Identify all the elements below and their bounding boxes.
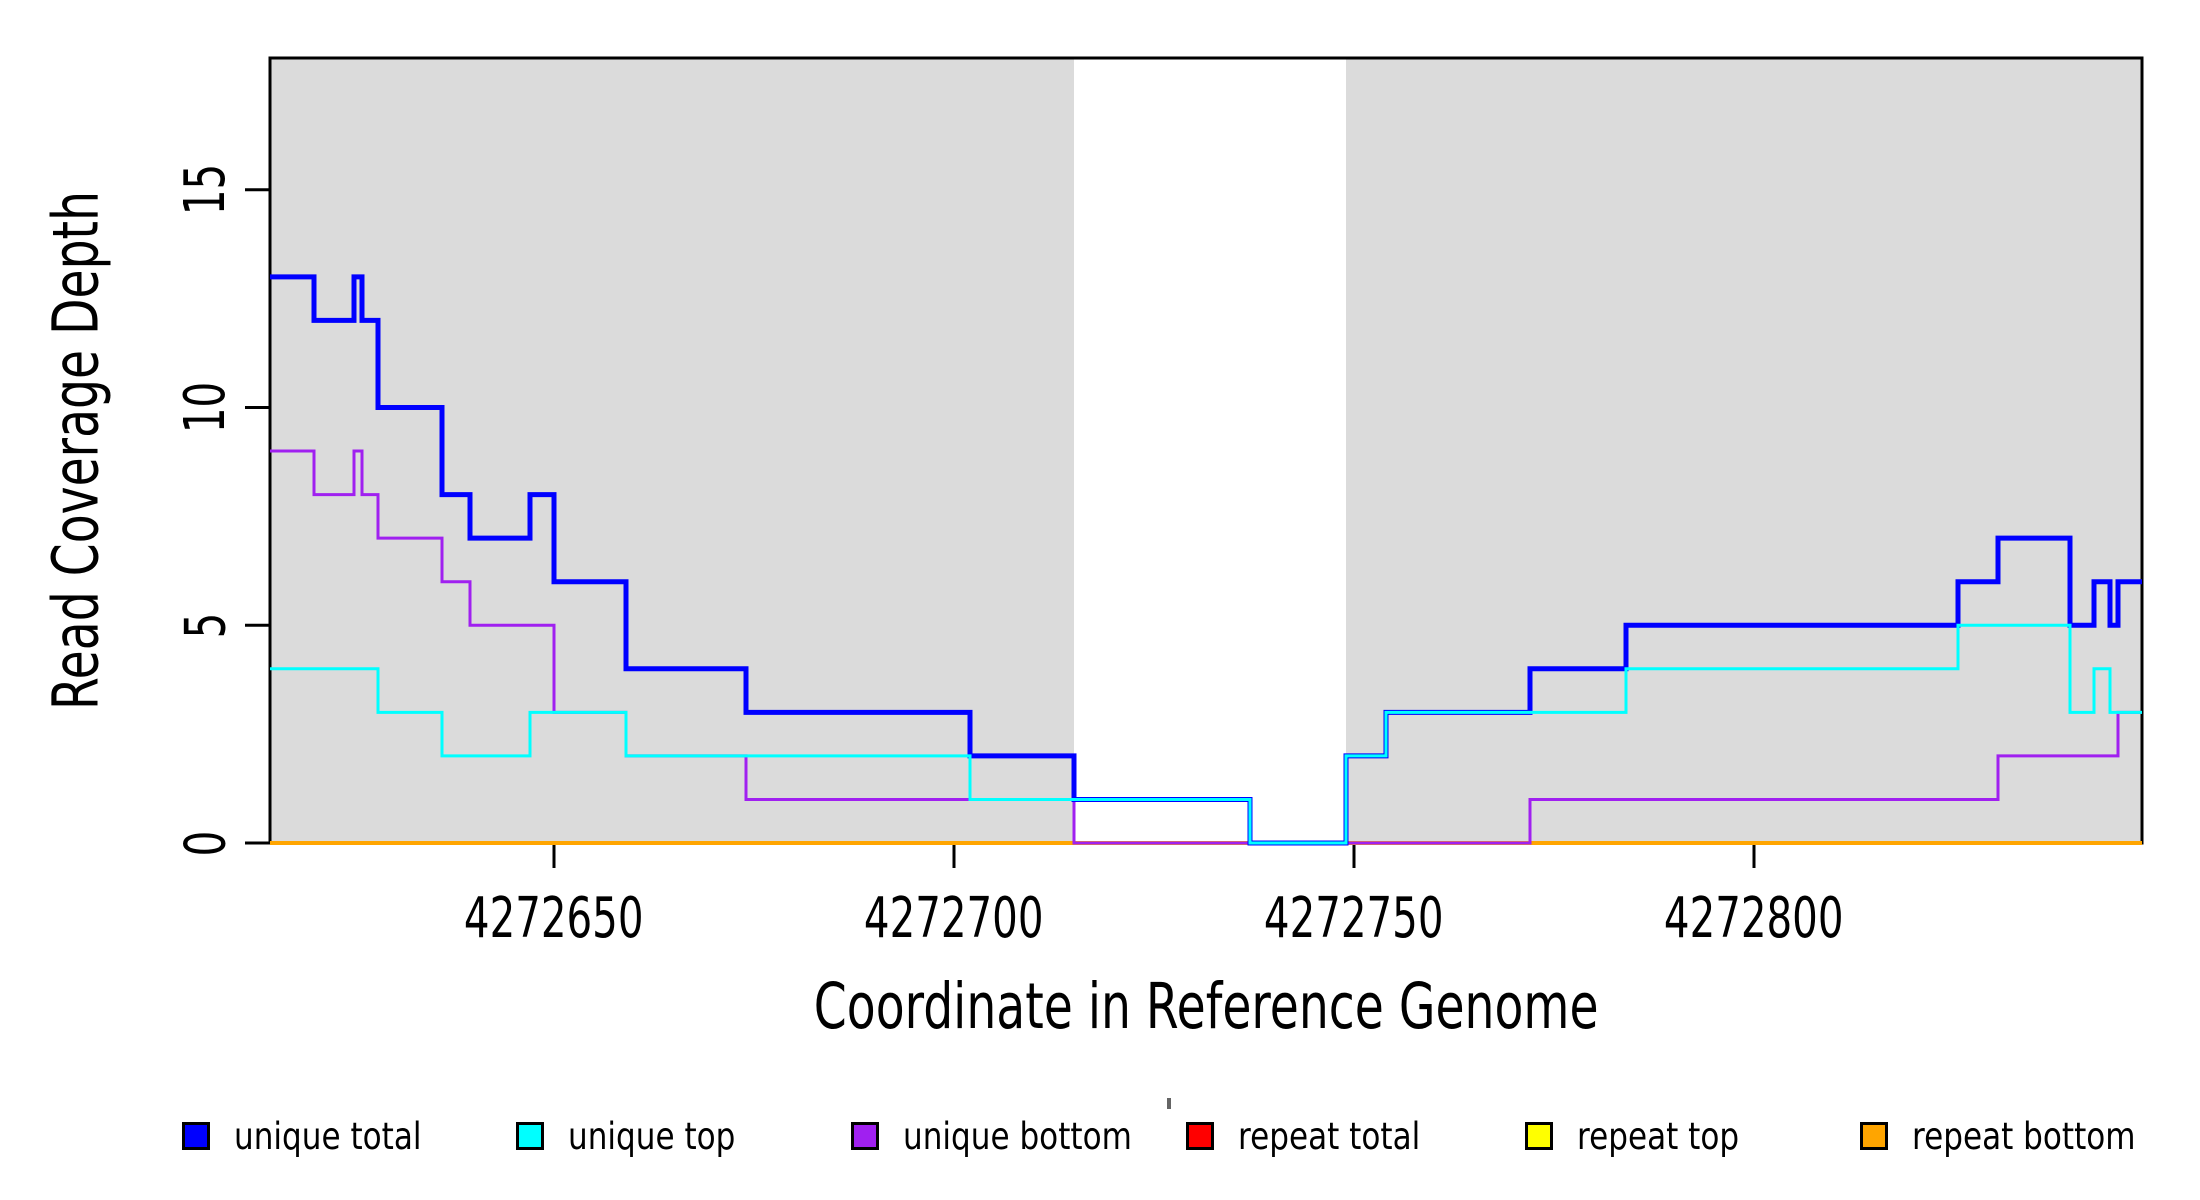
y-tick-label-text: 15 (173, 164, 239, 216)
legend-label: repeat top (1577, 1114, 1740, 1158)
y-tick-label-text: 0 (173, 830, 239, 856)
legend-swatch-unique-top (516, 1122, 544, 1150)
x-tick-label-text: 4272700 (864, 885, 1044, 951)
legend-label: repeat bottom (1912, 1114, 2136, 1158)
legend-label: unique bottom (903, 1114, 1132, 1158)
x-tick-label-text: 4272800 (1664, 885, 1844, 951)
legend-label: unique total (234, 1114, 422, 1158)
legend-swatch-repeat-bottom (1860, 1122, 1888, 1150)
legend-swatch-unique-bottom (851, 1122, 879, 1150)
legend-entry-repeat-total: repeat total (1186, 1115, 1455, 1158)
legend-entry-unique-total: unique total (182, 1115, 457, 1158)
legend-label: repeat total (1238, 1114, 1421, 1158)
legend-label: unique top (568, 1114, 736, 1158)
x-tick-label-text: 4272750 (1264, 885, 1444, 951)
x-tick-label-text: 4272650 (464, 885, 644, 951)
y-tick-label-text: 5 (173, 612, 239, 639)
legend-swatch-unique-total (182, 1122, 210, 1150)
y-tick-label-text: 10 (173, 381, 239, 434)
shaded-region-flank-left (270, 58, 1074, 843)
legend-swatch-repeat-top (1525, 1122, 1553, 1150)
shaded-regions (270, 58, 2142, 843)
series-unique-total-line (270, 274, 2142, 846)
series-unique-bottom-line (270, 449, 2142, 845)
shaded-region-flank-right (1346, 58, 2142, 843)
axis-ticks (245, 188, 1756, 868)
legend-entry-unique-bottom: unique bottom (851, 1115, 1175, 1158)
legend-entry-unique-top: unique top (516, 1115, 767, 1158)
stray-mark (1167, 1098, 1171, 1109)
legend-swatch-repeat-total (1186, 1122, 1214, 1150)
legend-entry-repeat-top: repeat top (1525, 1115, 1770, 1158)
series-unique-top-line (270, 623, 2142, 845)
legend-entry-repeat-bottom: repeat bottom (1860, 1115, 2178, 1158)
